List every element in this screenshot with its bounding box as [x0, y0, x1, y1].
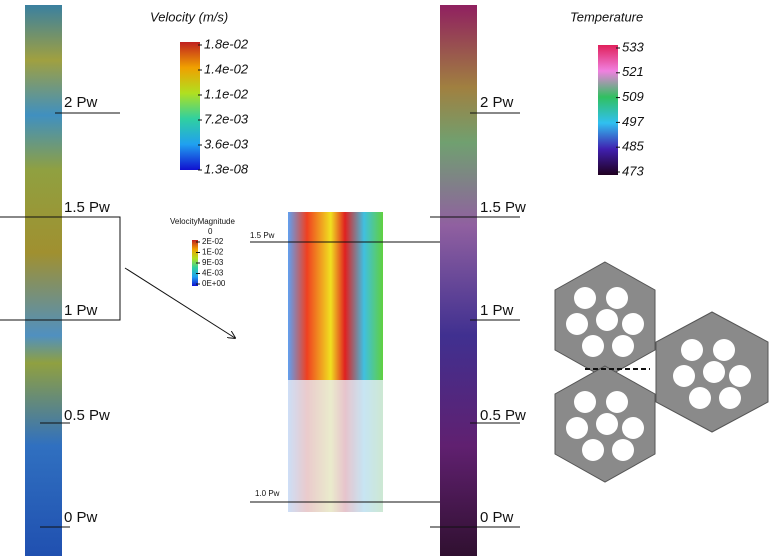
hole [719, 387, 741, 409]
hole [612, 439, 634, 461]
colorbar-tick-label: 1.1e-02 [204, 86, 249, 101]
hole [622, 313, 644, 335]
position-label: 0 Pw [64, 509, 98, 526]
hole [574, 287, 596, 309]
colorbar-tick-label: 0E+00 [202, 279, 226, 288]
colorbar-tick-label: 509 [622, 89, 644, 104]
position-label: 0 Pw [480, 509, 514, 526]
hole [673, 365, 695, 387]
hole [612, 335, 634, 357]
hole [596, 309, 618, 331]
hole [703, 361, 725, 383]
position-label: 1.5 Pw [64, 199, 110, 216]
position-label: 1 Pw [64, 302, 98, 319]
hole [566, 313, 588, 335]
colorbar-tick-label: 473 [622, 163, 644, 178]
hole [582, 335, 604, 357]
position-label: 1.5 Pw [480, 199, 526, 216]
hole [729, 365, 751, 387]
hole [596, 413, 618, 435]
inset-field-lower [288, 380, 383, 512]
colorbar-tick-label: 1.8e-02 [204, 36, 249, 51]
colorbar-tick-label: 4E-03 [202, 269, 224, 278]
legend-title: Temperature [570, 9, 643, 24]
colorbar-ticks: 533 521 509 497 485 473 [616, 39, 644, 178]
hole [689, 387, 711, 409]
legend-title: VelocityMagnitude [170, 217, 235, 226]
hole [574, 391, 596, 413]
velocity-field [25, 5, 62, 556]
temperature-field [440, 5, 477, 556]
hole [713, 339, 735, 361]
figure: 2 Pw 1.5 Pw 1 Pw 0.5 Pw 0 Pw Velocity (m… [0, 0, 771, 556]
colorbar-tick-label: 521 [622, 64, 644, 79]
colorbar-tick-label: 1E-02 [202, 248, 224, 257]
colorbar-tick-label: 1.4e-02 [204, 61, 249, 76]
position-label: 2 Pw [480, 94, 514, 111]
colorbar [598, 45, 618, 175]
colorbar-tick-label: 3.6e-03 [204, 136, 249, 151]
legend-title: Velocity (m/s) [150, 9, 228, 24]
inset-label: 1.5 Pw [250, 231, 275, 240]
colorbar-tick-label: 9E-03 [202, 258, 224, 267]
hole [606, 287, 628, 309]
hole [681, 339, 703, 361]
colorbar-tick-label: 7.2e-03 [204, 111, 249, 126]
position-label: 0.5 Pw [480, 407, 526, 424]
hole [582, 439, 604, 461]
hole [606, 391, 628, 413]
colorbar-tick-label: 485 [622, 139, 644, 154]
legend-subtitle: 0 [208, 227, 213, 236]
position-label: 1 Pw [480, 302, 514, 319]
colorbar [180, 42, 200, 170]
colorbar-tick-label: 497 [622, 114, 644, 129]
hole [622, 417, 644, 439]
position-label: 0.5 Pw [64, 407, 110, 424]
inset-label: 1.0 Pw [255, 489, 280, 498]
position-label: 2 Pw [64, 94, 98, 111]
colorbar-tick-label: 2E-02 [202, 237, 224, 246]
colorbar-tick-label: 533 [622, 39, 644, 54]
hole [566, 417, 588, 439]
colorbar-tick-label: 1.3e-08 [204, 161, 249, 176]
colorbar-ticks: 1.8e-02 1.4e-02 1.1e-02 7.2e-03 3.6e-03 1.3e-… [198, 36, 249, 176]
